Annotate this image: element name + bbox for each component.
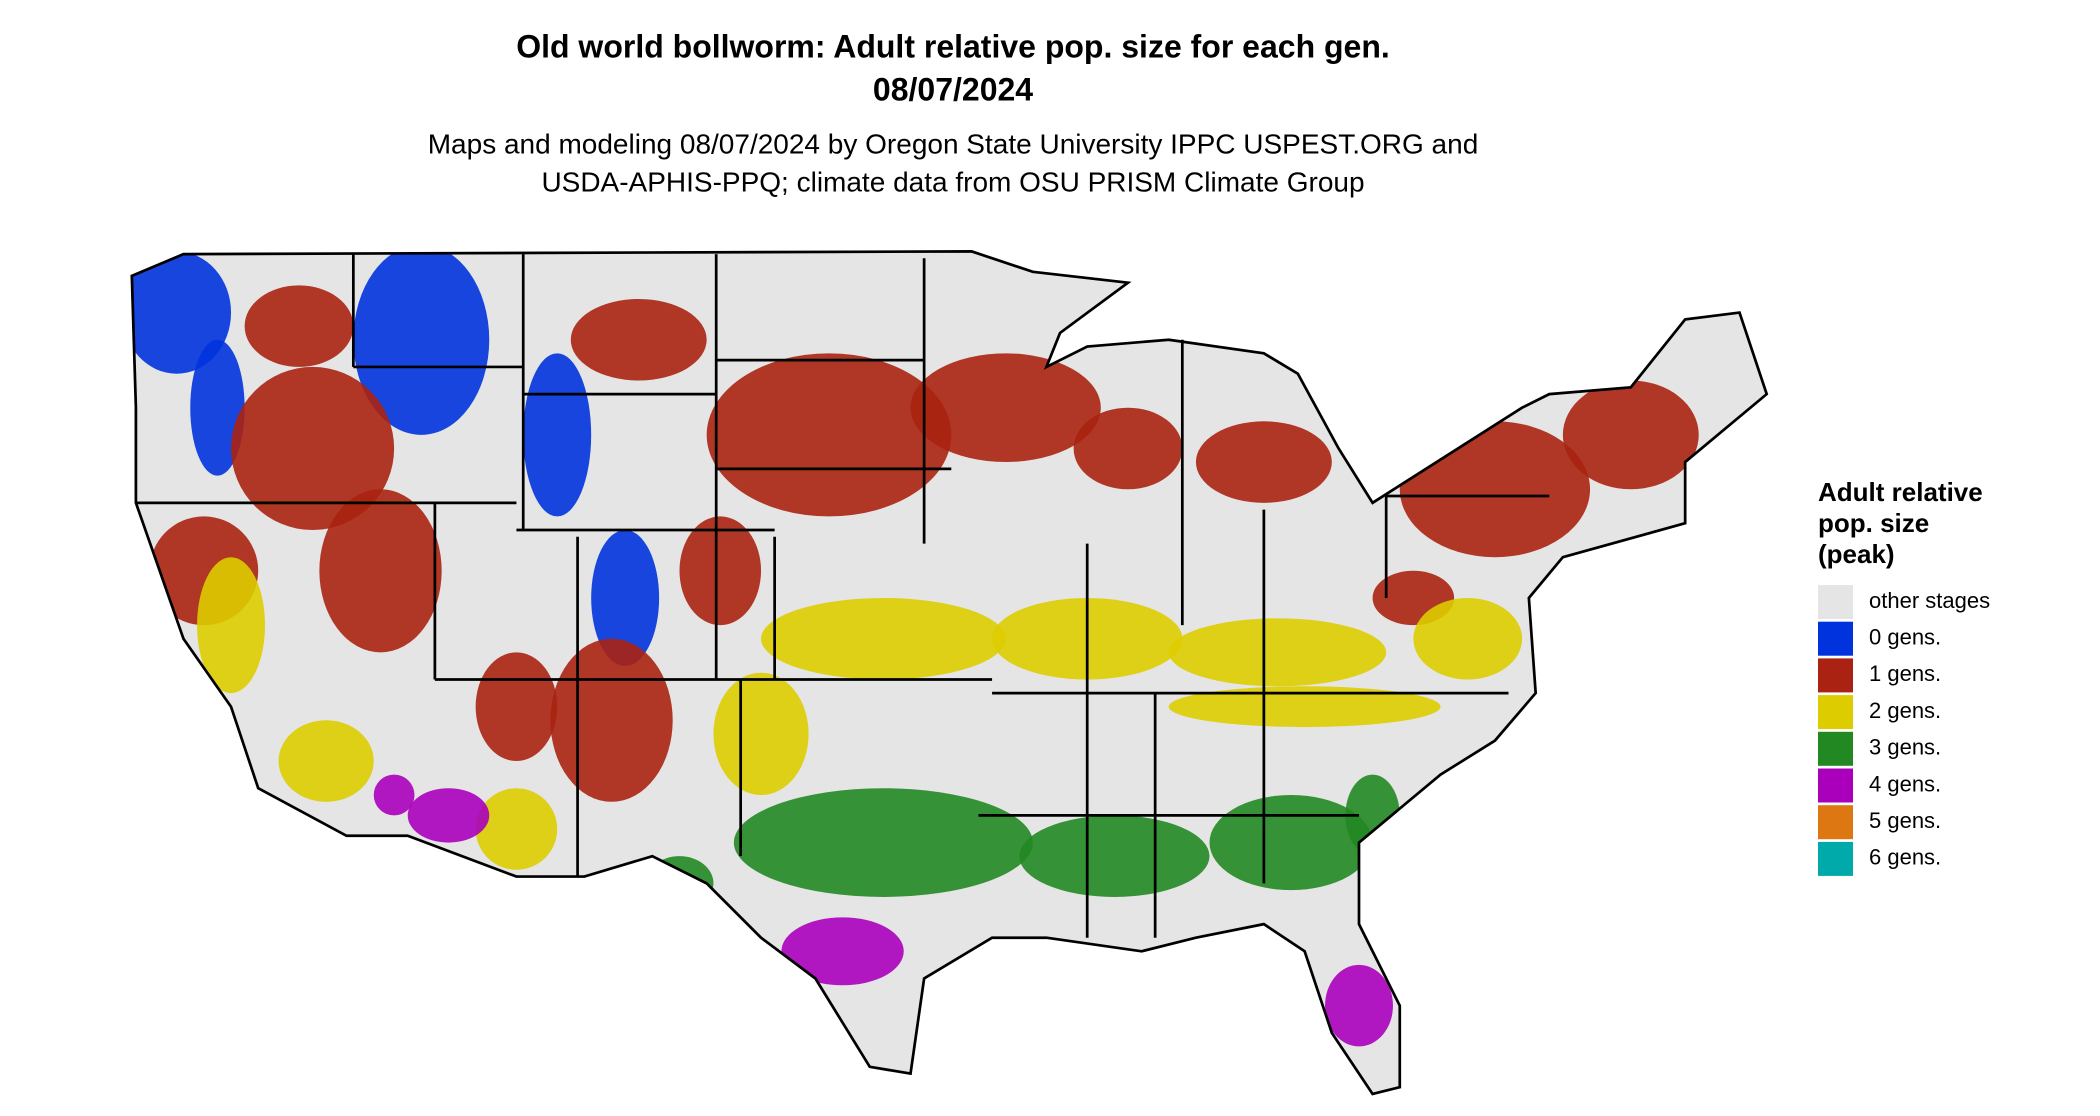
- legend: Adult relative pop. size (peak) other st…: [1818, 477, 1990, 876]
- gen-region: [1073, 407, 1183, 490]
- legend-label: 4 gens.: [1869, 771, 1941, 796]
- gen-region: [733, 788, 1033, 897]
- legend-label: 3 gens.: [1869, 735, 1941, 760]
- gen-region: [319, 489, 442, 653]
- gen-region: [1562, 380, 1699, 490]
- map-fills: [131, 251, 1767, 1115]
- gen-region: [679, 516, 762, 626]
- legend-title: pop. size: [1818, 508, 1929, 538]
- gen-region: [1325, 964, 1393, 1047]
- legend-swatch: [1818, 805, 1853, 840]
- gen-region: [1413, 597, 1523, 680]
- legend-swatch: [1818, 768, 1853, 803]
- gen-region: [523, 353, 592, 517]
- gen-region: [591, 530, 660, 666]
- gen-region: [645, 856, 714, 911]
- gen-region: [781, 917, 904, 986]
- subtitle: Maps and modeling 08/07/2024 by Oregon S…: [428, 128, 1479, 159]
- gen-region: [131, 251, 232, 374]
- gen-region: [1399, 421, 1591, 558]
- title: Old world bollworm: Adult relative pop. …: [516, 28, 1390, 64]
- us-map: [130, 250, 1769, 1115]
- legend-label: 0 gens.: [1869, 625, 1941, 650]
- legend-label: other stages: [1869, 588, 1990, 613]
- gen-region: [761, 597, 1006, 680]
- gen-region: [1168, 686, 1441, 728]
- gen-region: [353, 251, 490, 435]
- gen-region: [231, 366, 395, 531]
- legend-swatch: [1818, 841, 1853, 876]
- borders: [130, 250, 1769, 1096]
- gen-region: [475, 788, 558, 870]
- gen-region: [475, 652, 558, 762]
- legend-label: 2 gens.: [1869, 698, 1941, 723]
- gen-region: [910, 353, 1101, 463]
- gen-region: [1019, 815, 1210, 897]
- legend-title: Adult relative: [1818, 477, 1983, 507]
- legend-label: 6 gens.: [1869, 845, 1941, 870]
- legend-swatch: [1818, 731, 1853, 766]
- gen-region: [373, 774, 415, 816]
- legend-swatch: [1818, 585, 1853, 619]
- gen-region: [278, 720, 374, 802]
- gen-region: [570, 298, 707, 381]
- gen-region: [407, 788, 490, 843]
- gen-region: [244, 285, 354, 367]
- legend-swatch: [1818, 695, 1853, 730]
- gen-region: [197, 557, 266, 694]
- gen-region: [1209, 795, 1373, 891]
- gen-region: [706, 353, 952, 517]
- gen-region: [1332, 1101, 1386, 1115]
- legend-swatch: [1818, 621, 1853, 656]
- gen-region: [550, 638, 673, 802]
- legend-label: 1 gens.: [1869, 661, 1941, 686]
- gen-region: [1168, 618, 1387, 687]
- gen-region: [190, 339, 245, 476]
- gen-region: [713, 672, 809, 796]
- state-lines: [135, 254, 1550, 938]
- gen-region: [1195, 421, 1332, 503]
- legend-label: 5 gens.: [1869, 808, 1941, 833]
- legend-title: (peak): [1818, 539, 1895, 569]
- title: 08/07/2024: [873, 71, 1033, 107]
- subtitle: USDA-APHIS-PPQ; climate data from OSU PR…: [541, 166, 1364, 197]
- legend-swatch: [1818, 658, 1853, 693]
